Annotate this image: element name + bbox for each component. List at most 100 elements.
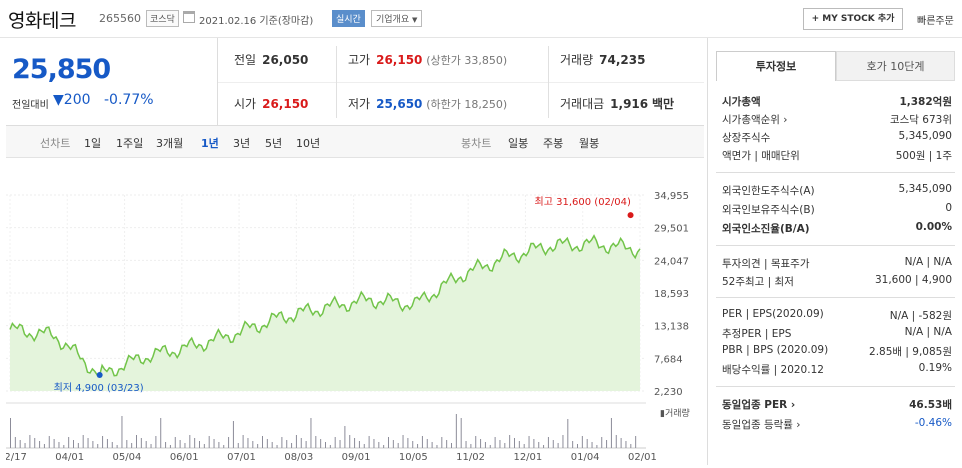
tab-investment-info[interactable]: 투자정보 bbox=[716, 51, 836, 81]
volume-bar bbox=[572, 441, 574, 448]
amount-value: 1,916 bbox=[610, 97, 649, 111]
info-label: 외국인보유주식수(B) bbox=[722, 204, 815, 216]
volume-bar bbox=[625, 441, 627, 448]
volume-bar bbox=[116, 445, 118, 448]
volume-cell: 거래량 74,235 bbox=[560, 38, 645, 82]
quick-order-link[interactable]: 빠른주문 bbox=[917, 16, 954, 27]
info-row-sector-change: 동일업종 등락률 › -0.46% bbox=[722, 417, 952, 433]
upper-limit: (상한가 33,850) bbox=[426, 54, 508, 67]
volume-bar bbox=[189, 435, 191, 448]
info-label: 추정PER | EPS bbox=[722, 328, 792, 340]
current-price-box: 25,850 전일대비 ▼200 -0.77% bbox=[6, 38, 218, 126]
price-chart-svg: 34,955 29,501 24,047 18,593 13,138 7,684 2,230… bbox=[0, 191, 690, 463]
tab-5y[interactable]: 5년 bbox=[265, 137, 283, 150]
volume-bar bbox=[106, 439, 108, 448]
volume-bar bbox=[475, 436, 477, 448]
volume-bar bbox=[465, 441, 467, 448]
tab-weekly[interactable]: 주봉 bbox=[543, 137, 564, 150]
info-value: N/A | N/A bbox=[904, 326, 952, 338]
prev-close-value: 26,050 bbox=[262, 53, 309, 67]
volume-bar bbox=[397, 443, 399, 448]
info-value: 5,345,090 bbox=[898, 130, 952, 142]
volume-bar bbox=[39, 441, 41, 448]
company-overview-dropdown[interactable]: 기업개요 ▼ bbox=[371, 10, 423, 27]
investment-info-panel: 투자정보 호가 10단계 시가총액 1,382억원 시가총액순위 › 코스닥 673위… bbox=[707, 38, 962, 465]
volume-bar bbox=[329, 445, 331, 448]
volume-bar bbox=[630, 444, 632, 448]
volume-bar bbox=[199, 441, 200, 448]
divider bbox=[218, 82, 704, 83]
volume-label: ▮거래량 bbox=[660, 407, 690, 419]
tab-10y[interactable]: 10년 bbox=[296, 137, 321, 150]
volume-bar bbox=[174, 437, 176, 448]
price-chart: 34,955 29,501 24,047 18,593 13,138 7,684 2,230… bbox=[0, 158, 704, 465]
change-percent: -0.77% bbox=[104, 92, 154, 108]
volume-bar bbox=[48, 436, 50, 448]
volume-bar bbox=[339, 440, 341, 448]
info-label: 시가총액 bbox=[722, 96, 761, 108]
divider bbox=[548, 46, 549, 118]
volume-bar bbox=[533, 439, 535, 448]
volume-bar bbox=[68, 437, 70, 448]
volume-bar bbox=[392, 440, 394, 448]
volume-bar bbox=[349, 435, 351, 448]
volume-bar bbox=[34, 438, 36, 448]
tab-daily[interactable]: 일봉 bbox=[508, 137, 529, 150]
realtime-button[interactable]: 실시간 bbox=[332, 10, 365, 27]
tab-3m[interactable]: 3개월 bbox=[156, 137, 184, 150]
info-row-listed-shares: 상장주식수 5,345,090 bbox=[722, 130, 952, 146]
volume-bar bbox=[43, 444, 45, 448]
info-row-opinion-target: 투자의견 | 목표주가 N/A | N/A bbox=[722, 256, 952, 272]
tab-monthly[interactable]: 월봉 bbox=[579, 137, 600, 150]
volume-bar bbox=[460, 418, 462, 448]
volume-bar bbox=[421, 436, 423, 448]
info-value: 0 bbox=[945, 202, 952, 214]
divider bbox=[336, 46, 337, 118]
tab-quote-10[interactable]: 호가 10단계 bbox=[836, 51, 955, 81]
high-value: 26,150 bbox=[376, 53, 423, 67]
volume-bar bbox=[436, 445, 438, 448]
amount-cell: 거래대금 1,916 백만 bbox=[560, 82, 674, 126]
x-tick-label: 12/01 bbox=[513, 452, 542, 463]
change-label: 전일대비 bbox=[12, 100, 49, 111]
tab-1y[interactable]: 1년 bbox=[201, 137, 219, 150]
tab-3y[interactable]: 3년 bbox=[233, 137, 251, 150]
amount-unit: 백만 bbox=[651, 97, 675, 111]
volume-bar bbox=[509, 435, 511, 448]
volume-bar bbox=[378, 442, 380, 448]
down-arrow-icon: ▼ bbox=[53, 92, 64, 108]
volume-bar bbox=[160, 418, 162, 448]
volume-bar bbox=[252, 441, 254, 448]
market-badge: 코스닥 bbox=[146, 10, 179, 27]
volume-bar bbox=[334, 437, 336, 448]
info-value: 2.85배 | 9,085원 bbox=[869, 346, 952, 358]
volume-bar bbox=[407, 438, 409, 448]
min-label: 최저 4,900 (03/23) bbox=[54, 382, 144, 394]
volume-bar bbox=[586, 439, 588, 448]
y-tick-label: 2,230 bbox=[654, 387, 683, 398]
price-summary: 25,850 전일대비 ▼200 -0.77% 전일 26,050 고가 26,15… bbox=[6, 38, 704, 126]
volume-bar bbox=[228, 437, 230, 448]
volume-bar bbox=[543, 445, 545, 448]
info-value: 코스닥 673위 bbox=[889, 114, 952, 126]
info-row-market-cap-rank: 시가총액순위 › 코스닥 673위 bbox=[722, 112, 952, 128]
volume-bar bbox=[325, 442, 326, 448]
calendar-icon bbox=[183, 11, 195, 23]
open-label: 시가 bbox=[234, 97, 257, 111]
my-stock-add-button[interactable]: + MY STOCK 추가 bbox=[803, 8, 903, 30]
x-tick-label: 06/01 bbox=[170, 452, 199, 463]
y-tick-label: 34,955 bbox=[654, 191, 689, 202]
info-label: PER | EPS(2020.09) bbox=[722, 308, 824, 320]
volume-bar bbox=[29, 435, 31, 448]
tab-1d[interactable]: 1일 bbox=[84, 137, 102, 150]
info-label: 외국인소진율(B/A) bbox=[722, 223, 810, 235]
volume-bar bbox=[237, 443, 239, 448]
volume-bar bbox=[286, 440, 288, 448]
volume-bar bbox=[489, 445, 491, 448]
info-label: 투자의견 | 목표주가 bbox=[722, 258, 810, 270]
change-amount: 200 bbox=[63, 92, 91, 108]
info-value: 500원 | 1주 bbox=[895, 150, 952, 162]
info-row-pbr-bps: PBR | BPS (2020.09) 2.85배 | 9,085원 bbox=[722, 344, 952, 360]
volume-bar bbox=[552, 440, 554, 448]
tab-1w[interactable]: 1주일 bbox=[116, 137, 144, 150]
